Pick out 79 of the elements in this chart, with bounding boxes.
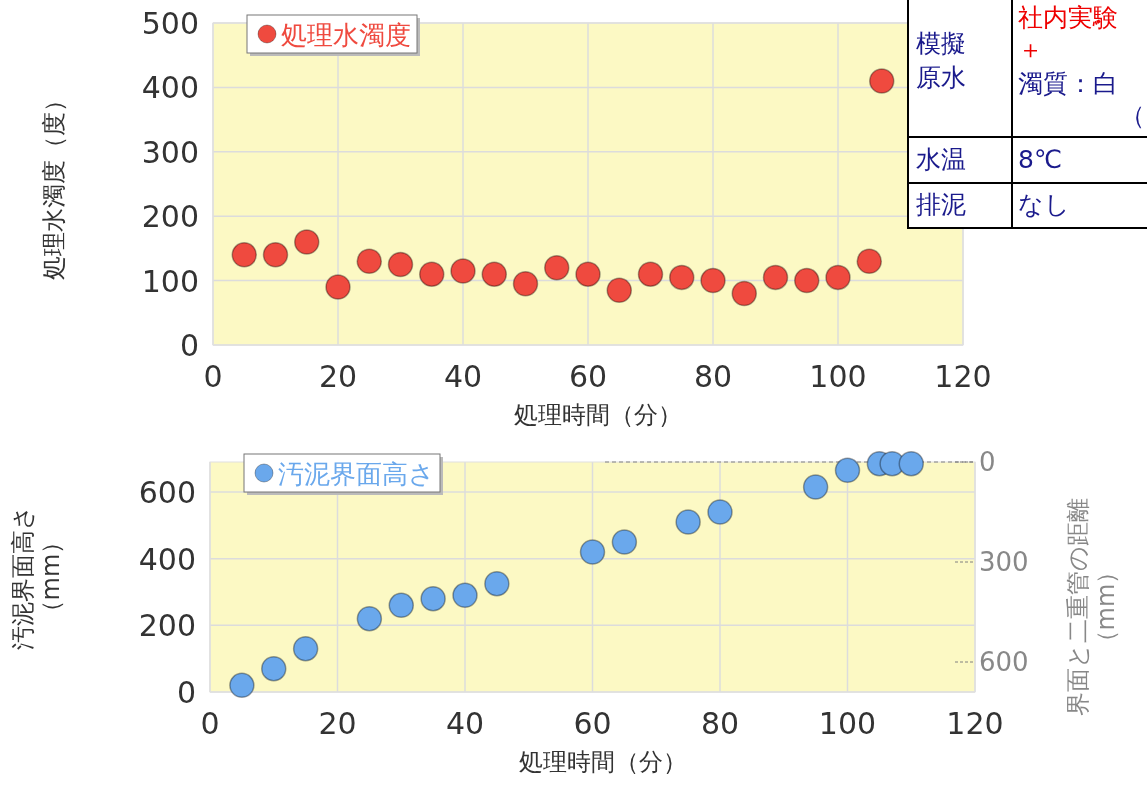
point xyxy=(869,68,895,94)
point xyxy=(292,635,319,662)
point xyxy=(675,509,701,535)
x-tick-label: 0 xyxy=(203,359,223,394)
point xyxy=(356,248,382,275)
point xyxy=(794,267,820,294)
point xyxy=(637,261,664,287)
point xyxy=(450,258,476,284)
x-tick-label: 20 xyxy=(318,359,358,394)
legend-label: 処理水濁度 xyxy=(281,20,411,50)
text: 8℃ xyxy=(1018,145,1062,174)
point xyxy=(420,585,446,612)
point xyxy=(452,582,478,609)
point xyxy=(606,277,632,304)
y2-tick-label: 0 xyxy=(979,447,996,477)
point xyxy=(579,539,606,565)
point xyxy=(484,570,510,597)
x-tick-label: 120 xyxy=(934,359,992,394)
y-axis-title: 処理水濁度（度） xyxy=(40,88,68,280)
point xyxy=(731,280,757,307)
point xyxy=(388,592,414,619)
text: ＋ xyxy=(1018,35,1043,64)
point xyxy=(544,254,570,281)
x-tick-label: 60 xyxy=(568,359,608,394)
point xyxy=(898,450,924,477)
annotation: 水温 xyxy=(916,145,966,174)
point xyxy=(356,605,383,632)
point xyxy=(262,242,289,268)
annotation: 排泥 xyxy=(916,190,966,219)
point xyxy=(419,261,445,287)
point xyxy=(325,274,351,300)
text: 社内実験 xyxy=(1018,3,1118,32)
point xyxy=(802,474,829,500)
point xyxy=(231,242,257,268)
point xyxy=(481,261,507,287)
x-axis-title: 処理時間（分） xyxy=(514,401,682,429)
y2-tick-label: 300 xyxy=(979,547,1029,577)
point xyxy=(669,264,695,291)
point xyxy=(229,672,255,699)
point xyxy=(575,261,601,287)
x-tick-label: 80 xyxy=(700,706,740,741)
y-axis-title: 汚泥界面高さ（mm） xyxy=(9,504,65,650)
text: （ xyxy=(1120,101,1145,130)
y2-axis-title: 界面と二重管の距離（mm） xyxy=(1064,498,1120,716)
y-tick-label: 100 xyxy=(141,263,199,299)
y-tick-label: 200 xyxy=(138,608,196,644)
point xyxy=(834,457,861,484)
y2-tick-label: 600 xyxy=(979,647,1029,677)
y-tick-label: 400 xyxy=(138,541,196,577)
x-tick-label: 60 xyxy=(573,706,612,741)
point xyxy=(825,264,851,291)
y-tick-label: 400 xyxy=(141,70,199,106)
annotation: 模擬原水 xyxy=(916,29,966,92)
y-tick-label: 0 xyxy=(176,675,196,710)
x-tick-label: 20 xyxy=(318,706,357,741)
x-tick-label: 40 xyxy=(443,359,483,394)
y-tick-label: 0 xyxy=(179,328,199,363)
point xyxy=(294,229,320,255)
text: なし xyxy=(1018,190,1070,219)
x-tick-label: 100 xyxy=(818,706,877,741)
x-tick-label: 100 xyxy=(809,359,867,394)
point xyxy=(611,529,638,555)
x-tick-label: 80 xyxy=(693,359,733,394)
point xyxy=(261,655,287,682)
point xyxy=(762,264,789,291)
point xyxy=(856,248,882,275)
text: 濁質：白 xyxy=(1018,69,1118,98)
point xyxy=(387,251,414,278)
y-tick-label: 600 xyxy=(138,475,196,510)
point xyxy=(707,499,733,525)
y-tick-label: 500 xyxy=(141,6,199,41)
x-tick-label: 120 xyxy=(946,706,1004,741)
x-axis-title: 処理時間（分） xyxy=(518,748,687,776)
point xyxy=(512,271,539,297)
legend-label: 汚泥界面高さ xyxy=(278,459,435,489)
point xyxy=(700,267,726,294)
y-tick-label: 200 xyxy=(141,199,199,235)
x-tick-label: 40 xyxy=(445,706,485,741)
y-tick-label: 300 xyxy=(141,134,199,170)
